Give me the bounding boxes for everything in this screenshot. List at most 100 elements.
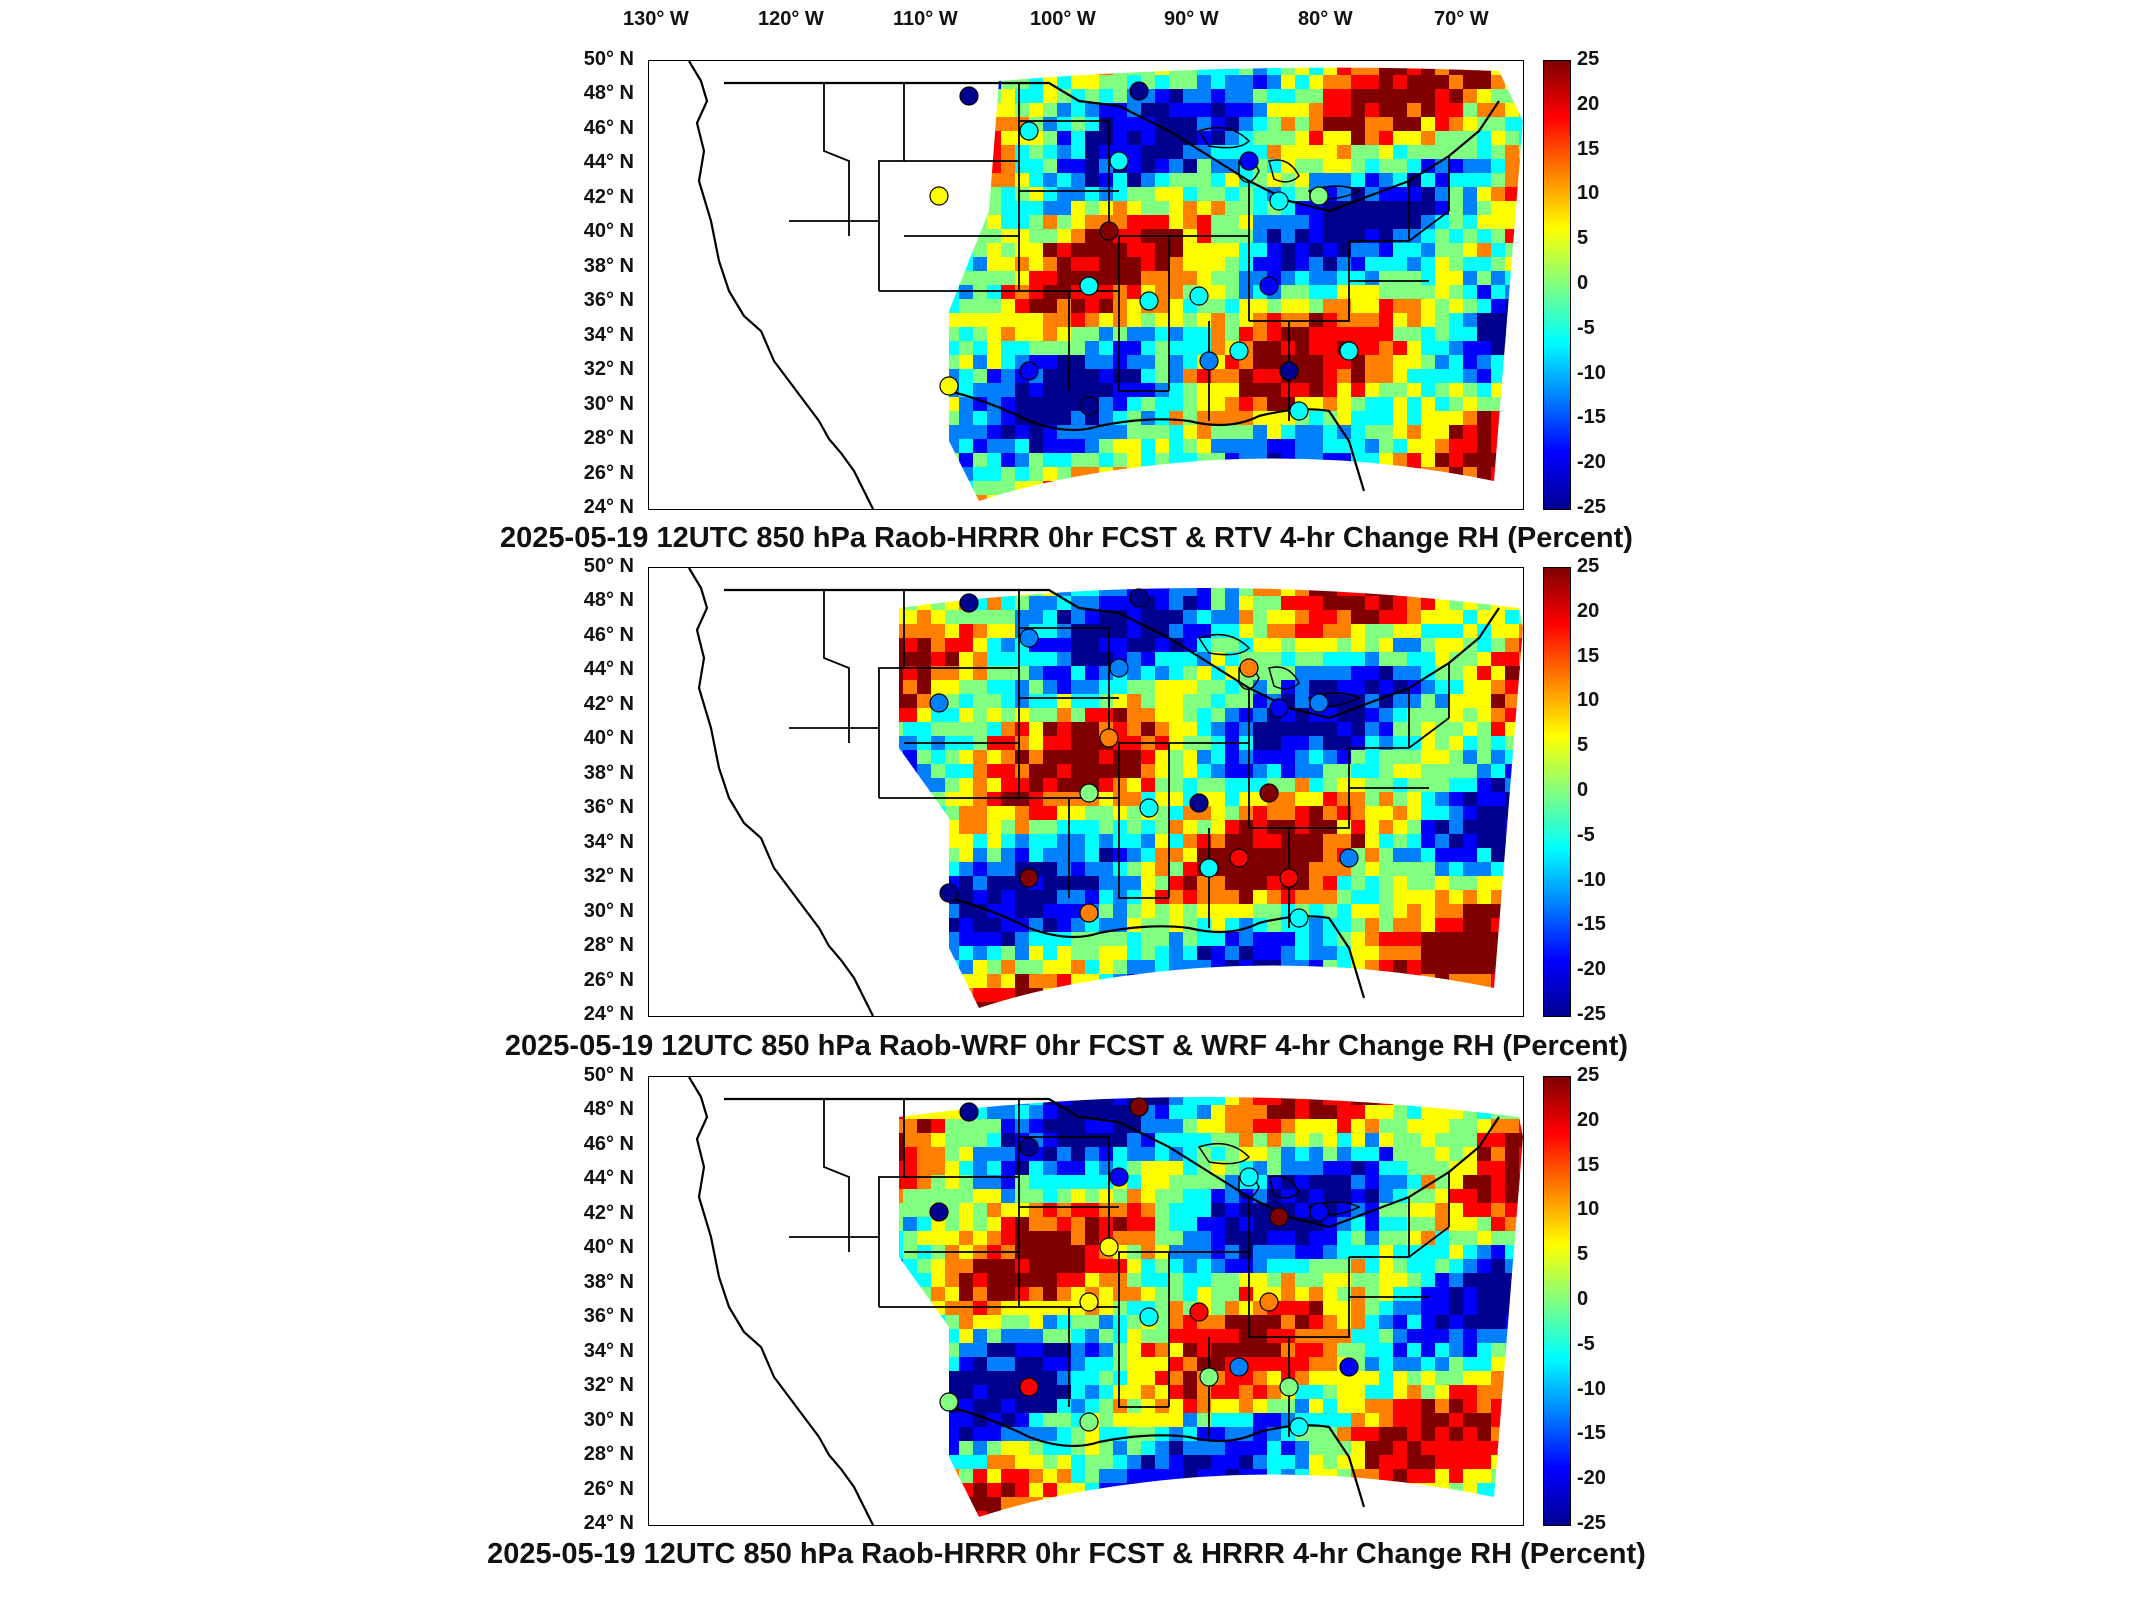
latitude-label: 32° N <box>583 358 634 381</box>
raob-station-marker <box>1129 81 1149 101</box>
latitude-label: 26° N <box>583 461 634 484</box>
colorbar-tick-label: 15 <box>1577 1153 1600 1176</box>
raob-station-marker <box>1139 798 1159 818</box>
latitude-label: 26° N <box>583 1477 634 1500</box>
colorbar-tick-label: 0 <box>1577 1288 1589 1310</box>
raob-station-marker <box>1019 1377 1039 1397</box>
colorbar-tick-label: -15 <box>1577 913 1606 936</box>
latitude-label: 36° N <box>583 796 634 819</box>
raob-station-marker <box>1199 351 1219 371</box>
raob-station-marker <box>1079 1292 1099 1312</box>
colorbar-tick-label: 20 <box>1577 92 1600 115</box>
raob-station-marker <box>1189 286 1209 306</box>
longitude-label: 110° W <box>893 8 958 30</box>
raob-station-marker <box>1259 1292 1279 1312</box>
raob-station-marker <box>1239 658 1259 678</box>
latitude-label: 44° N <box>583 1167 634 1190</box>
raob-station-marker <box>1109 658 1129 678</box>
rh-change-map <box>688 568 1523 1016</box>
longitude-label: 120° W <box>758 8 824 30</box>
latitude-label: 40° N <box>583 1236 634 1259</box>
raob-station-marker <box>1189 793 1209 813</box>
state-boundaries <box>688 1077 1500 1525</box>
raob-station-marker <box>1229 341 1249 361</box>
raob-station-marker <box>1269 191 1289 211</box>
raob-station-marker <box>1189 1302 1209 1322</box>
rh-change-map <box>688 61 1523 509</box>
longitude-label: 90° W <box>1164 8 1219 30</box>
latitude-label: 48° N <box>583 1098 634 1121</box>
colorbar-tick-label: -25 <box>1577 496 1606 518</box>
raob-stations <box>929 81 1359 421</box>
latitude-label: 44° N <box>583 151 634 174</box>
state-boundaries <box>688 568 1500 1016</box>
colorbar-tick-label: 5 <box>1577 1243 1589 1266</box>
colorbar-tick-label: 15 <box>1577 644 1600 667</box>
map-panel <box>648 1076 1524 1526</box>
raob-station-marker <box>1099 1237 1119 1257</box>
colorbar-tick-label: 25 <box>1577 1064 1600 1086</box>
panel-title: 2025-05-19 12UTC 850 hPa Raob-WRF 0hr FC… <box>504 1030 1629 1062</box>
latitude-label: 30° N <box>583 1408 634 1431</box>
latitude-label: 50° N <box>583 555 634 577</box>
raob-station-marker <box>1259 783 1279 803</box>
latitude-label: 42° N <box>583 1201 634 1224</box>
latitude-label: 36° N <box>583 1305 634 1328</box>
raob-station-marker <box>1019 1137 1039 1157</box>
latitude-label: 38° N <box>583 761 634 784</box>
raob-station-marker <box>1339 848 1359 868</box>
colorbar <box>1543 1076 1571 1526</box>
raob-station-marker <box>1309 1202 1329 1222</box>
raob-station-marker <box>1079 1412 1099 1432</box>
latitude-label: 48° N <box>583 589 634 612</box>
colorbar-tick-label: -5 <box>1577 823 1595 846</box>
colorbar-tick-label: -10 <box>1577 868 1606 891</box>
raob-station-marker <box>1199 858 1219 878</box>
colorbar <box>1543 567 1571 1017</box>
latitude-label: 36° N <box>583 289 634 312</box>
raob-station-marker <box>1079 276 1099 296</box>
latitude-label: 34° N <box>583 323 634 346</box>
latitude-label: 46° N <box>583 116 634 139</box>
colorbar-tick-label: -15 <box>1577 406 1606 429</box>
raob-station-marker <box>939 376 959 396</box>
latitude-label: 24° N <box>583 496 634 518</box>
longitude-label: 100° W <box>1030 8 1096 30</box>
longitude-label: 80° W <box>1298 8 1353 30</box>
colorbar-tick-label: 25 <box>1577 48 1600 70</box>
colorbar-tick-label: -25 <box>1577 1003 1606 1025</box>
colorbar-tick-label: 10 <box>1577 689 1600 712</box>
raob-station-marker <box>1129 588 1149 608</box>
colorbar <box>1543 60 1571 510</box>
raob-station-marker <box>1279 868 1299 888</box>
colorbar-tick-label: -15 <box>1577 1422 1606 1445</box>
latitude-label: 34° N <box>583 830 634 853</box>
latitude-label: 50° N <box>583 48 634 70</box>
panel-title: 2025-05-19 12UTC 850 hPa Raob-HRRR 0hr F… <box>500 522 1633 554</box>
state-boundaries <box>688 61 1500 509</box>
latitude-label: 28° N <box>583 427 634 450</box>
raob-station-marker <box>1259 276 1279 296</box>
colorbar-tick-label: 25 <box>1577 555 1600 577</box>
raob-station-marker <box>1139 1307 1159 1327</box>
colorbar-tick-label: 15 <box>1577 137 1600 160</box>
raob-station-marker <box>1109 1167 1129 1187</box>
raob-station-marker <box>929 1202 949 1222</box>
raob-station-marker <box>1099 221 1119 241</box>
raob-station-marker <box>1239 151 1259 171</box>
raob-stations <box>929 588 1359 928</box>
raob-station-marker <box>1339 341 1359 361</box>
longitude-label: 70° W <box>1434 8 1489 30</box>
raob-station-marker <box>939 1392 959 1412</box>
latitude-label: 28° N <box>583 1443 634 1466</box>
latitude-label: 24° N <box>583 1512 634 1534</box>
raob-station-marker <box>1079 396 1099 416</box>
latitude-label: 24° N <box>583 1003 634 1025</box>
rh-change-map <box>688 1077 1523 1525</box>
raob-station-marker <box>1199 1367 1219 1387</box>
raob-station-marker <box>939 883 959 903</box>
latitude-label: 38° N <box>583 254 634 277</box>
colorbar-tick-label: 10 <box>1577 1198 1600 1221</box>
raob-station-marker <box>1279 1377 1299 1397</box>
raob-station-marker <box>1339 1357 1359 1377</box>
